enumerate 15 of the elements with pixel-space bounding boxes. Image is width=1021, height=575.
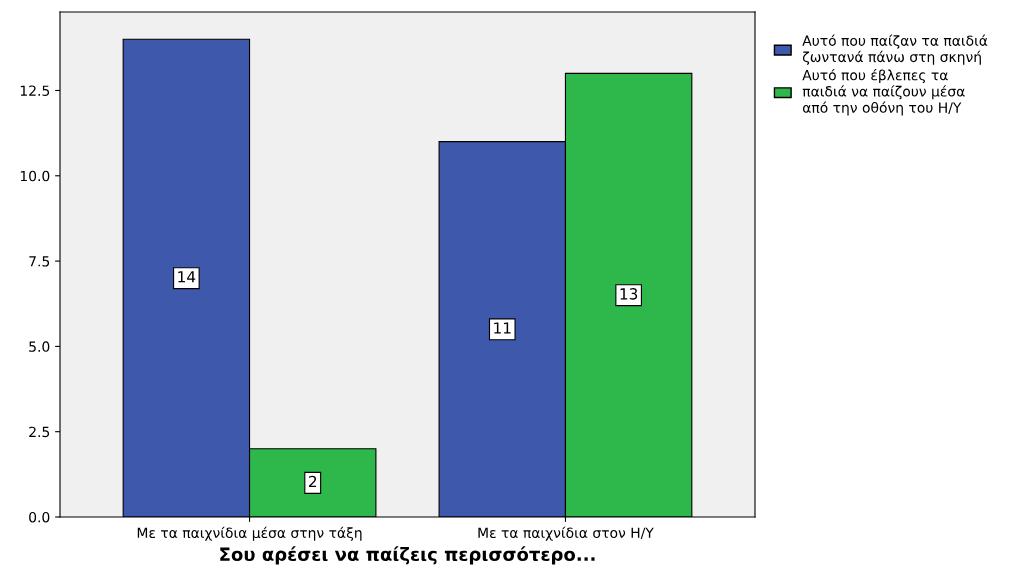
legend-label: Αυτό που έβλεπες τα παιδιά να παίζουν μέσα από την οθόνη του Η/Υ	[802, 69, 965, 116]
x-axis-title: Σου αρέσει να παίζεις περισσότερο...	[220, 546, 595, 565]
x-tick-label: Με τα παιχνίδια μέσα στην τάξη	[137, 526, 362, 541]
data-label: 2	[308, 475, 317, 488]
y-tick-label: 12.5	[20, 85, 50, 96]
y-tick-label: 5.0	[29, 341, 50, 352]
legend-label: Αυτό που παίζαν τα παιδιά ζωντανά πάνω στη σκηνή	[802, 34, 988, 65]
y-tick-label: 10.0	[20, 170, 50, 182]
x-tick-label: Με τα παιχνίδια στον Η/Υ	[478, 526, 654, 541]
y-tick-label: 2.5	[29, 426, 50, 438]
data-label: 13	[620, 288, 638, 300]
data-label: 14	[178, 271, 196, 283]
y-tick-label: 7.5	[29, 256, 50, 267]
data-label: 11	[494, 322, 511, 334]
y-tick-label: 0.0	[29, 511, 50, 523]
